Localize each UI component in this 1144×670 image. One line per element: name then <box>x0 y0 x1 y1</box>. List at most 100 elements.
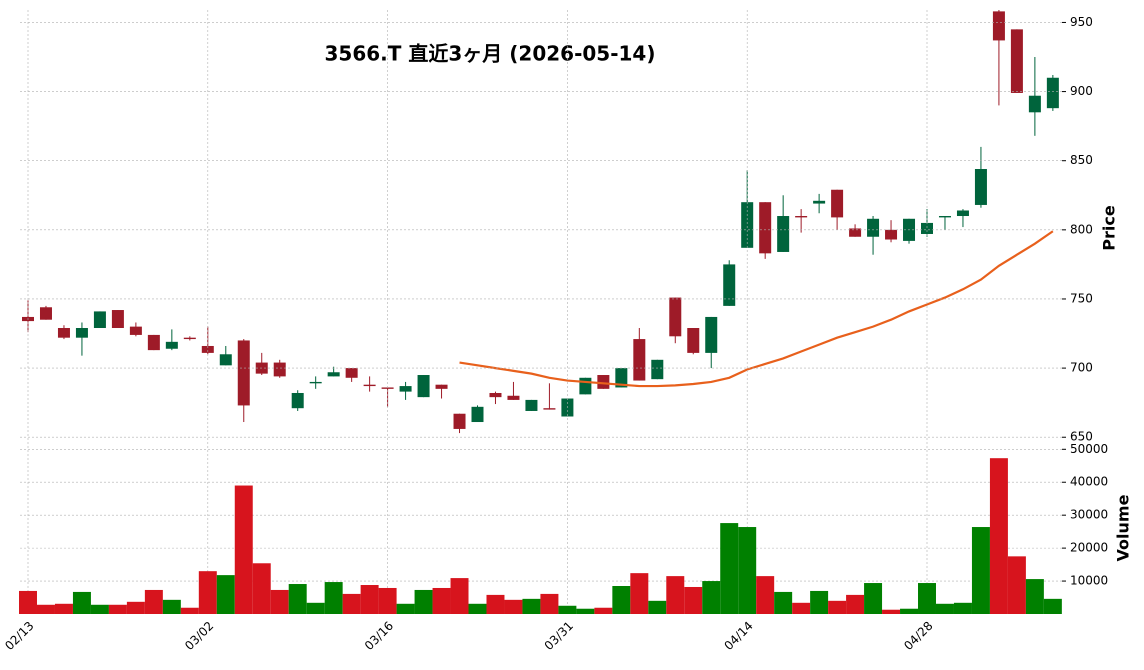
volume-bar <box>738 527 757 614</box>
y-tick-label: 750 <box>1070 291 1093 305</box>
candle-body <box>579 377 592 395</box>
candle-body <box>956 210 969 217</box>
volume-bar <box>72 591 91 614</box>
volume-bar <box>450 578 469 614</box>
candle-body <box>417 375 430 398</box>
volume-bar <box>288 584 307 614</box>
candle-body <box>597 375 610 389</box>
candle-body <box>345 368 358 378</box>
candle-body <box>669 297 682 337</box>
candle-body <box>453 413 466 429</box>
y-tick-label: 700 <box>1070 361 1093 375</box>
candle-body <box>992 11 1005 41</box>
y-tick-label: 650 <box>1070 430 1093 444</box>
volume-bar <box>702 581 721 614</box>
candle-body <box>39 307 52 320</box>
candle-body <box>938 216 951 218</box>
volume-bar <box>180 607 199 614</box>
volume-bar <box>720 523 739 614</box>
candle-body <box>633 339 646 381</box>
price-panel <box>22 10 1059 434</box>
volume-bar <box>1043 598 1062 614</box>
candle-body <box>75 328 88 338</box>
candle-body <box>1028 95 1041 113</box>
y-tick-label: 40000 <box>1070 475 1108 489</box>
y-axis-label: Volume <box>1114 494 1133 561</box>
volume-bar <box>504 599 523 614</box>
candle-body <box>921 222 933 234</box>
volume-bar <box>342 593 361 614</box>
moving-average-line <box>459 230 1054 388</box>
candle-body <box>381 387 394 389</box>
candle-body <box>165 341 178 349</box>
candle-body <box>309 381 322 384</box>
volume-bar <box>144 589 163 614</box>
y-tick-label: 50000 <box>1070 442 1108 456</box>
candle-body <box>237 340 250 406</box>
x-tick-label: 03/16 <box>362 619 396 653</box>
candle-body <box>147 334 160 351</box>
volume-bar <box>846 594 865 614</box>
volume-bar <box>828 600 847 614</box>
candle-body <box>291 392 304 409</box>
volume-bar <box>756 576 775 614</box>
volume-bar <box>684 586 703 614</box>
candle-body <box>813 200 826 204</box>
candle-body <box>471 406 484 423</box>
volume-bar <box>900 608 919 614</box>
chart-title: 3566.T 直近3ヶ月 (2026-05-14) <box>325 42 656 66</box>
volume-bar <box>558 605 577 614</box>
volume-bar <box>198 571 217 614</box>
candle-body <box>57 328 70 338</box>
candle-body <box>974 169 987 205</box>
volume-bar <box>1025 579 1044 614</box>
candle-body <box>525 399 538 411</box>
volume-bar <box>486 594 505 614</box>
candle-body <box>183 337 196 340</box>
candle-body <box>219 354 232 366</box>
volume-bar <box>648 600 667 614</box>
candle-body <box>111 310 124 329</box>
volume-bar <box>953 602 972 614</box>
volume-bar <box>19 590 37 614</box>
candle-body <box>435 384 448 389</box>
x-tick-label: 04/14 <box>721 619 755 653</box>
candle-body <box>867 218 880 237</box>
candle-body <box>363 384 376 387</box>
candle-body <box>777 216 790 252</box>
volume-bar <box>126 601 145 614</box>
volume-bar <box>324 582 343 614</box>
candle-body <box>201 345 214 353</box>
volume-bar <box>396 603 415 614</box>
volume-bar <box>414 589 433 614</box>
volume-bar <box>216 575 235 614</box>
volume-bar <box>36 604 55 614</box>
candle-body <box>831 189 844 218</box>
volume-bar <box>989 458 1008 614</box>
volume-bar <box>612 586 631 614</box>
volume-bar <box>774 591 793 614</box>
volume-bar <box>432 587 451 614</box>
volume-bar <box>630 573 649 614</box>
volume-bar <box>576 608 595 614</box>
candle-body <box>399 386 412 392</box>
volume-bar <box>270 589 289 614</box>
candle-body <box>741 202 754 248</box>
volume-bar <box>594 607 613 614</box>
volume-bar <box>971 527 990 614</box>
candle-body <box>885 229 898 240</box>
y-tick-label: 800 <box>1070 222 1093 236</box>
candle-body <box>759 202 772 254</box>
volume-bar <box>468 603 487 614</box>
volume-bar <box>306 602 325 614</box>
volume-bar <box>882 609 901 614</box>
volume-bar <box>666 576 685 614</box>
x-tick-label: 03/31 <box>542 619 576 653</box>
volume-bar <box>360 585 379 614</box>
candle-body <box>705 316 718 353</box>
volume-bar <box>918 583 936 614</box>
volume-bar <box>864 583 883 614</box>
volume-bar <box>810 590 829 614</box>
volume-bar <box>378 587 397 614</box>
candle-body <box>849 228 862 237</box>
